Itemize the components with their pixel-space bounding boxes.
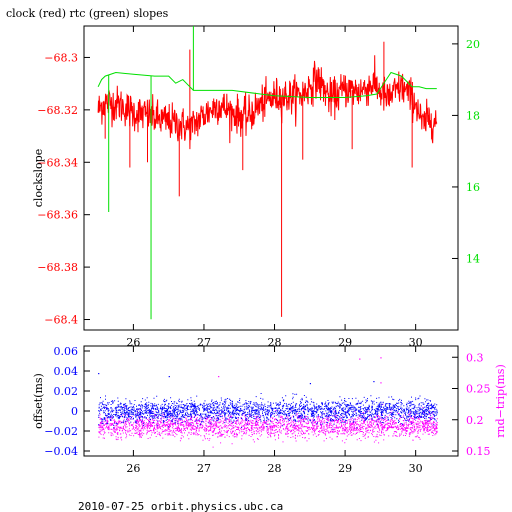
bottom-ytick-label: 0.06 [54, 345, 79, 358]
rndtrip-axis-label: rnd−trip(ms) [494, 364, 507, 438]
top-ytick-label: −68.3 [44, 51, 78, 64]
bottom-xtick-label: 26 [126, 462, 140, 475]
rndtrip-outlier [380, 357, 382, 359]
bottom-y2tick-label: 0.3 [466, 351, 484, 364]
top-axes-group: 26 27 28 29 30−68.3−68.32−68.34−68.36−68.38−… [37, 26, 480, 349]
offset-outlier [168, 376, 170, 378]
top-y2tick-label: 20 [466, 38, 480, 51]
bottom-ytick-label: 0.02 [54, 385, 79, 398]
bottom-ytick-label: 0.04 [54, 365, 79, 378]
footer-text: 2010-07-25 orbit.physics.ubc.ca [78, 500, 283, 512]
bottom-series-group [98, 357, 438, 448]
offset-points [98, 393, 438, 430]
offset-outlier [98, 373, 100, 375]
bottom-plot-frame [83, 345, 459, 457]
bottom-xtick-label: 29 [338, 462, 352, 475]
top-ytick-label: −68.36 [37, 209, 78, 222]
chart-title: clock (red) rtc (green) slopes [6, 7, 169, 20]
top-ytick-label: −68.4 [44, 314, 78, 327]
offset-outlier [373, 381, 375, 383]
top-ytick-label: −68.34 [37, 156, 78, 169]
rtc-series-line [97, 71, 437, 98]
top-ytick-label: −68.32 [37, 104, 78, 117]
rndtrip-outlier [218, 376, 220, 378]
top-y2tick-label: 16 [466, 181, 480, 194]
top-plot-frame [83, 25, 459, 331]
rndtrip-points [98, 404, 438, 448]
top-series-group [97, 26, 438, 320]
top-y2tick-label: 18 [466, 109, 480, 122]
top-ytick-label: −68.38 [37, 261, 78, 274]
bottom-ytick-label: 0 [71, 405, 78, 418]
rndtrip-outlier [359, 358, 361, 360]
bottom-ytick-label: −0.02 [44, 425, 78, 438]
bottom-xtick-label: 30 [409, 462, 423, 475]
top-panel: 26 27 28 29 30−68.3−68.32−68.34−68.36−68.38−… [32, 25, 480, 349]
clockslope-axis-label: clockslope [32, 149, 45, 207]
offset-axis-label: offset(ms) [32, 373, 45, 429]
bottom-y2tick-label: 0.2 [466, 414, 484, 427]
bottom-y2tick-label: 0.25 [466, 383, 491, 396]
bottom-axes-group: 26 27 28 29 30 0.06 0.04 0.02 0 −0.02 −0.04 0.3 0.25… [44, 345, 490, 475]
bottom-ytick-label: −0.04 [44, 445, 78, 458]
clock-series-line [97, 55, 438, 150]
offset-outlier [309, 383, 312, 385]
top-y2tick-label: 14 [466, 252, 480, 265]
bottom-xtick-label: 28 [268, 462, 282, 475]
rndtrip-outlier [380, 382, 382, 384]
bottom-y2tick-label: 0.15 [466, 445, 491, 458]
bottom-panel: 26 27 28 29 30 0.06 0.04 0.02 0 −0.02 −0.04 0.3 0.25… [32, 345, 507, 475]
bottom-xtick-label: 27 [197, 462, 211, 475]
